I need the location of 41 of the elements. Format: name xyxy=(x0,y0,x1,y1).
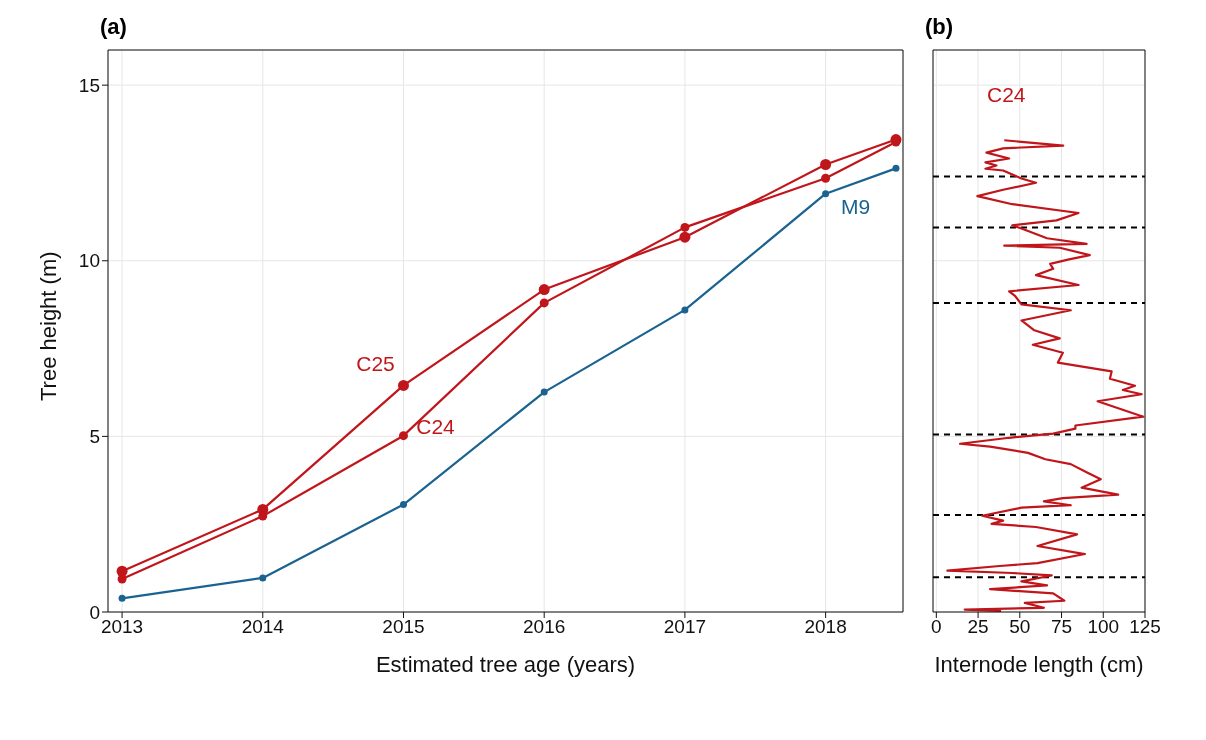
chart-title: (b) xyxy=(925,14,954,40)
x-axis-title: Internode length (cm) xyxy=(934,652,1144,677)
x-tick-label: 2017 xyxy=(663,616,707,638)
x-tick-label: 2018 xyxy=(804,616,847,638)
point xyxy=(540,388,548,396)
x-tick-label: 75 xyxy=(1050,616,1073,638)
x-tick-label: 25 xyxy=(967,616,989,638)
point xyxy=(538,284,550,296)
x-tick-label: 2015 xyxy=(382,616,425,638)
point xyxy=(822,190,830,198)
x-tick-label: 100 xyxy=(1087,616,1120,638)
point xyxy=(259,574,267,582)
point xyxy=(892,164,900,172)
point xyxy=(117,574,127,584)
series-label: M9 xyxy=(841,194,871,218)
x-tick-label: 2013 xyxy=(100,616,144,638)
x-tick-label: 50 xyxy=(1009,616,1031,638)
point xyxy=(680,222,690,232)
y-tick-label: 0 xyxy=(89,601,100,623)
series-label: C25 xyxy=(356,352,395,376)
y-axis-title: Tree height (m) xyxy=(35,251,61,401)
x-tick-label: 0 xyxy=(931,616,942,638)
y-tick-label: 15 xyxy=(78,74,100,96)
point xyxy=(679,231,691,243)
point xyxy=(821,173,831,183)
y-tick-label: 10 xyxy=(78,250,100,272)
x-tick-label: 2016 xyxy=(523,616,566,638)
series-label: C24 xyxy=(987,83,1026,107)
point xyxy=(539,298,549,308)
x-axis-title: Estimated tree age (years) xyxy=(375,652,636,677)
point xyxy=(398,431,408,441)
x-tick-label: 125 xyxy=(1129,616,1161,638)
point xyxy=(681,306,689,314)
series-label: C24 xyxy=(416,414,456,438)
y-tick-label: 5 xyxy=(89,426,100,448)
point xyxy=(820,159,832,171)
x-tick-label: 2014 xyxy=(241,616,285,638)
chart-title: (a) xyxy=(100,14,127,40)
point xyxy=(399,501,407,509)
point xyxy=(118,594,126,602)
point xyxy=(397,379,409,391)
